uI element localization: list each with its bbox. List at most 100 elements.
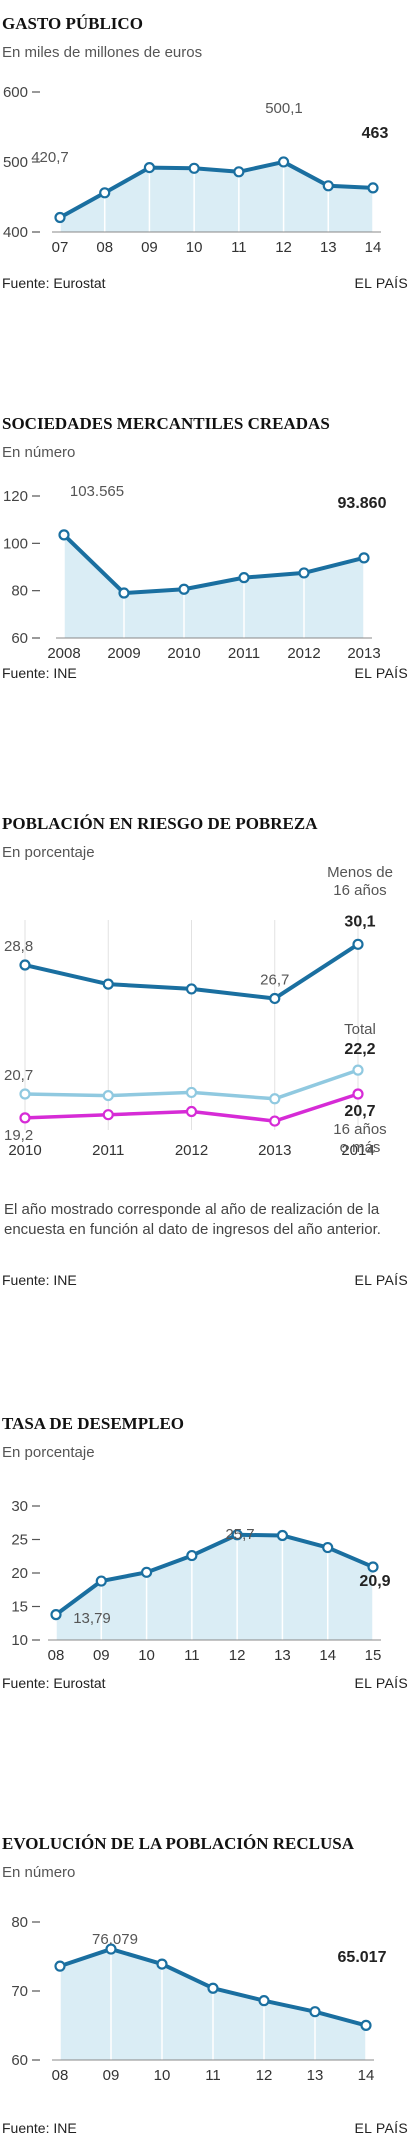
data-point [156, 1958, 168, 1970]
data-point [95, 1575, 107, 1587]
legend-label-mas-line2: o más [340, 1139, 381, 1156]
data-point [178, 583, 190, 595]
x-tick-label: 10 [154, 2067, 171, 2084]
brand-label: EL PAÍS [354, 1272, 408, 1288]
chart-title: POBLACIÓN EN RIESGO DE POBREZA [2, 814, 318, 833]
y-tick-label: 30 [11, 1498, 28, 1515]
brand-label: EL PAÍS [354, 2120, 408, 2136]
chart-source: Fuente: Eurostat [2, 275, 106, 291]
y-tick-label: 600 [3, 84, 28, 101]
data-label-first: 13,79 [73, 1610, 111, 1627]
data-label-last: 463 [362, 125, 389, 142]
chart-plot: 30 25 20 15 10 08 09 10 11 12 13 14 15 13,79 25,7 20,9 [11, 1498, 390, 1664]
y-tick-label: 500 [3, 154, 28, 171]
y-tick-label: 80 [11, 583, 28, 600]
chart-title: EVOLUCIÓN DE LA POBLACIÓN RECLUSA [2, 1834, 354, 1853]
y-tick-label: 15 [11, 1599, 28, 1616]
data-point [185, 1086, 198, 1099]
x-tick-label: 2008 [47, 645, 80, 662]
y-tick-label: 10 [11, 1632, 28, 1649]
x-tick-label: 09 [93, 1647, 110, 1664]
data-point [358, 552, 370, 564]
x-tick-label: 11 [231, 239, 247, 256]
data-label-first: 20,7 [4, 1067, 33, 1084]
y-tick-label: 60 [11, 630, 28, 647]
legend-label-mas-line1: 16 años [333, 1121, 386, 1138]
data-point [140, 1566, 153, 1578]
x-tick-label: 10 [186, 239, 203, 256]
data-label-last: 20,7 [344, 1103, 375, 1120]
legend-label-menos-line1: Menos de [327, 864, 393, 881]
data-point [102, 1109, 114, 1121]
chart-subtitle: En número [2, 1864, 76, 1881]
chart-poblacion-reclusa: EVOLUCIÓN DE LA POBLACIÓN RECLUSA En núm… [0, 1820, 414, 2146]
area-fill [64, 534, 364, 638]
x-tick-label: 2012 [287, 645, 320, 662]
x-tick-label: 2013 [258, 1142, 291, 1159]
data-point [233, 166, 245, 178]
chart-plot: 120 100 80 60 2008 2009 2010 2011 2012 2013 103.56… [3, 483, 387, 662]
x-tick-label: 09 [103, 2067, 120, 2084]
data-point [352, 1088, 364, 1100]
data-point [105, 1943, 117, 1955]
data-point [238, 572, 250, 584]
x-tick-label: 12 [275, 239, 292, 256]
area-fill [56, 1534, 373, 1640]
data-point [352, 1064, 364, 1076]
data-point [231, 1529, 243, 1541]
data-point [269, 1115, 281, 1127]
x-tick-label: 2010 [8, 1142, 41, 1159]
data-point [19, 1088, 31, 1100]
data-point [186, 1549, 198, 1562]
data-point [360, 2019, 372, 2031]
x-tick-label: 2009 [107, 645, 140, 662]
x-tick-label: 2011 [228, 645, 260, 662]
data-label-first: 19,2 [4, 1127, 33, 1144]
data-point [19, 1112, 31, 1124]
data-point [367, 182, 379, 194]
x-tick-label: 15 [365, 1647, 382, 1664]
chart-source: Fuente: INE [2, 1272, 77, 1288]
x-tick-label: 07 [52, 239, 69, 256]
data-point [322, 1541, 334, 1554]
brand-label: EL PAÍS [354, 665, 408, 681]
chart-source: Fuente: Eurostat [2, 1675, 106, 1691]
data-label-last: 30,1 [344, 913, 375, 930]
data-label-last: 93.860 [338, 495, 387, 512]
chart-title: SOCIEDADES MERCANTILES CREADAS [2, 414, 330, 433]
chart-source: Fuente: INE [2, 665, 77, 681]
y-tick-label: 100 [3, 535, 28, 552]
data-point [54, 1960, 66, 1972]
data-point [309, 2006, 321, 2018]
x-tick-label: 08 [52, 2067, 69, 2084]
data-point [54, 211, 66, 224]
series-line [59, 159, 374, 220]
data-point [207, 1982, 219, 1994]
y-tick-label: 80 [11, 1914, 28, 1931]
data-point [322, 180, 334, 192]
chart-subtitle: En porcentaje [2, 844, 95, 861]
data-label-last: 22,2 [344, 1041, 375, 1058]
data-label-peak: 25,7 [225, 1526, 254, 1543]
x-tick-label: 2010 [167, 645, 200, 662]
data-point [269, 992, 281, 1005]
data-point [298, 567, 310, 579]
x-tick-label: 14 [319, 1647, 336, 1664]
data-label-last: 65.017 [338, 1949, 387, 1966]
data-point [50, 1609, 62, 1621]
x-tick-label: 2011 [92, 1142, 124, 1159]
data-point [367, 1561, 379, 1573]
chart-subtitle: En miles de millones de euros [2, 44, 203, 61]
data-point [143, 161, 156, 174]
chart-tasa-desempleo: TASA DE DESEMPLEO En porcentaje 30 25 20 15… [0, 1400, 414, 1700]
legend-label-menos-line2: 16 años [333, 882, 386, 899]
x-tick-label: 2012 [175, 1142, 208, 1159]
chart-note: El año mostrado corresponde al año de re… [4, 1201, 381, 1238]
x-tick-label: 2013 [347, 645, 380, 662]
chart-plot: 80 70 60 08 09 10 11 12 13 14 76.079 65.017 [11, 1914, 387, 2084]
y-tick-label: 70 [11, 1983, 28, 2000]
data-point [352, 938, 364, 950]
series-line [54, 1532, 374, 1617]
x-tick-label: 12 [256, 2067, 273, 2084]
brand-label: EL PAÍS [354, 1675, 408, 1691]
